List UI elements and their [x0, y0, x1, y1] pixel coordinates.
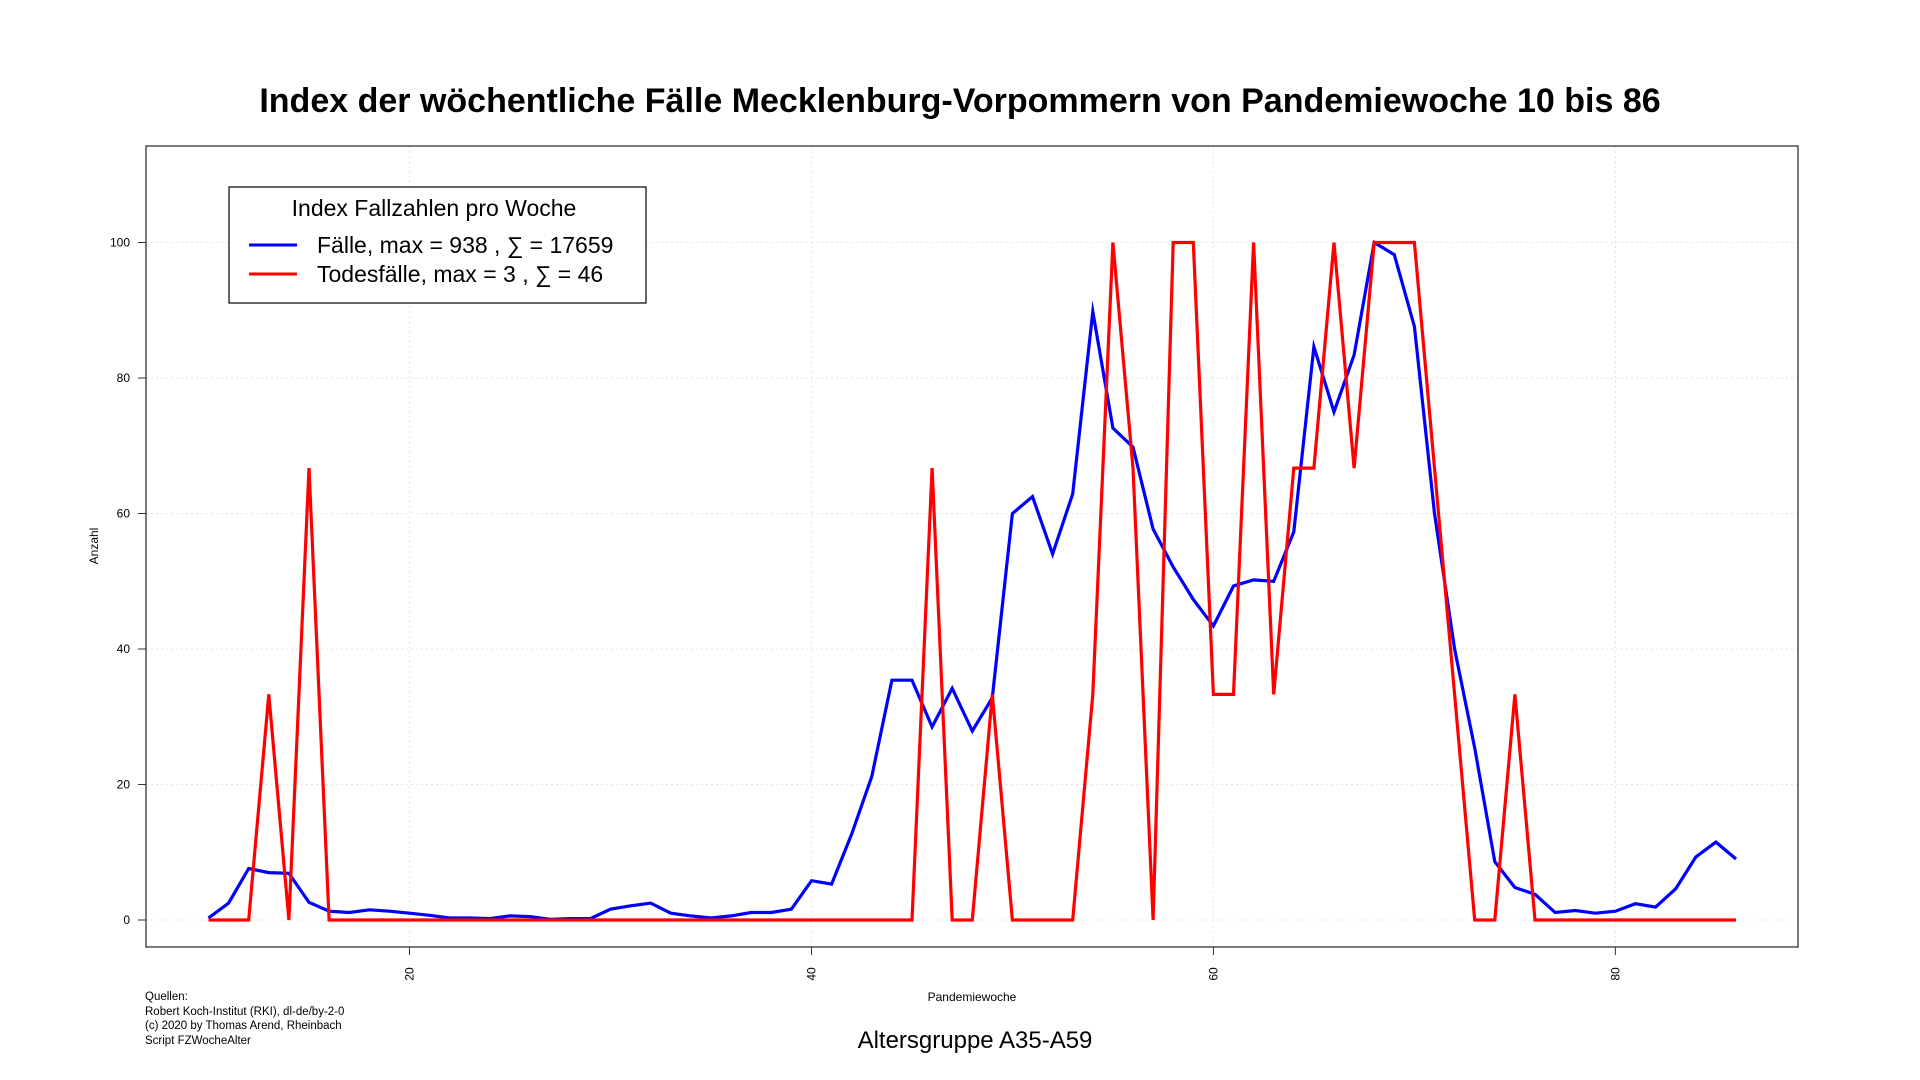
legend: Index Fallzahlen pro Woche Fälle, max = … — [228, 186, 647, 304]
y-tick-label: 20 — [117, 778, 131, 792]
series-line-todesfaelle — [208, 240, 1736, 922]
series-layer — [207, 239, 1738, 922]
y-axis: 0 20 40 60 80 100 — [110, 236, 146, 927]
y-axis-label: Anzahl — [87, 528, 101, 565]
series-line-faelle — [207, 239, 1738, 921]
x-tick-label: 20 — [402, 967, 416, 981]
y-tick-label: 100 — [110, 236, 130, 250]
y-tick-label: 40 — [117, 642, 131, 656]
y-tick-label: 80 — [117, 371, 131, 385]
legend-title: Index Fallzahlen pro Woche — [292, 195, 577, 221]
y-tick-label: 60 — [117, 507, 131, 521]
source-line: Script FZWocheAlter — [145, 1034, 251, 1047]
source-line: Robert Koch-Institut (RKI), dl-de/by-2-0 — [145, 1005, 345, 1018]
chart-subtitle: Altersgruppe A35-A59 — [858, 1027, 1093, 1054]
x-axis-label: Pandemiewoche — [928, 990, 1017, 1004]
source-line: (c) 2020 by Thomas Arend, Rheinbach — [145, 1020, 342, 1032]
plot-frame — [145, 145, 1799, 948]
legend-entry-todesfaelle: Todesfälle, max = 3 , ∑ = 46 — [317, 261, 603, 287]
source-notes: Quellen: Robert Koch-Institut (RKI), dl-… — [145, 990, 344, 1048]
legend-entry-faelle: Fälle, max = 938 , ∑ = 17659 — [317, 232, 613, 258]
x-tick-label: 60 — [1206, 967, 1220, 981]
x-axis: 20 40 60 80 — [402, 947, 1622, 981]
source-line: Quellen: — [145, 991, 188, 1003]
y-tick-label: 0 — [123, 913, 130, 927]
x-tick-label: 40 — [804, 967, 818, 981]
legend-box — [228, 186, 647, 304]
chart-title: Index der wöchentliche Fälle Mecklenburg… — [259, 82, 1660, 120]
x-tick-label: 80 — [1608, 967, 1622, 981]
